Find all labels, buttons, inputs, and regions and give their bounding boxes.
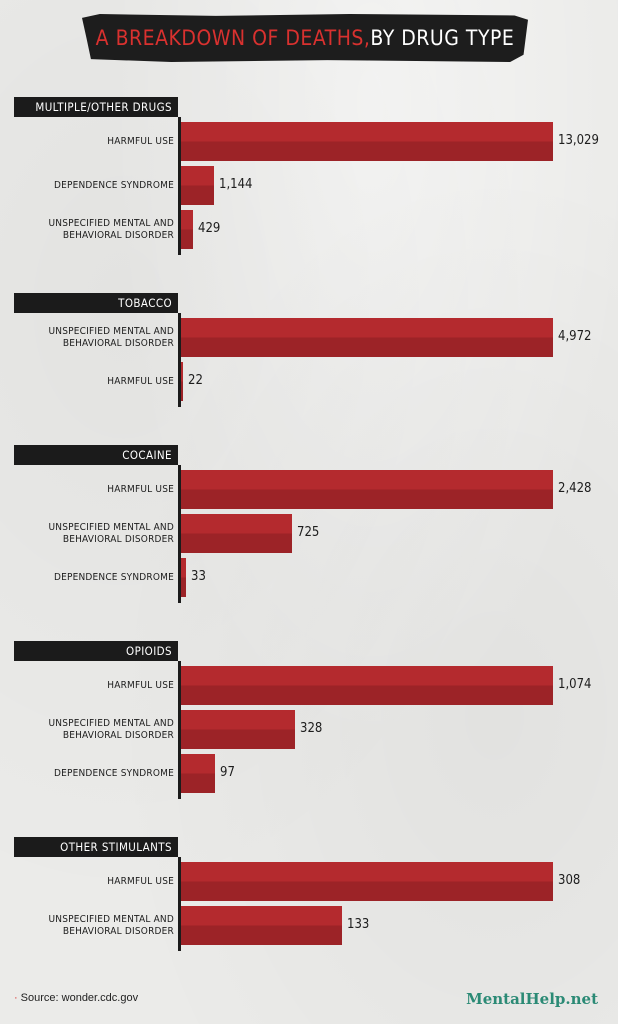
group-1-row-0-label: UNSPECIFIED MENTAL AND BEHAVIORAL DISORD… bbox=[48, 326, 174, 349]
group-0-axis-line bbox=[178, 117, 181, 255]
chart-title-highlight: A BREAKDOWN OF DEATHS, bbox=[95, 26, 371, 50]
group-3-axis-line bbox=[178, 661, 181, 799]
source-note: · Source: wonder.cdc.gov bbox=[14, 992, 138, 1004]
group-0-row-0-bar bbox=[181, 122, 553, 161]
group-0-header: MULTIPLE/OTHER DRUGS bbox=[14, 97, 178, 117]
source-text: Source: wonder.cdc.gov bbox=[20, 992, 139, 1004]
group-2-row-1-bar bbox=[181, 514, 292, 553]
group-3-header: OPIOIDS bbox=[14, 641, 178, 661]
group-4-row-0-label: HARMFUL USE bbox=[107, 876, 174, 887]
group-1-row-1-label: HARMFUL USE bbox=[107, 376, 174, 387]
group-2-row-1-label: UNSPECIFIED MENTAL AND BEHAVIORAL DISORD… bbox=[48, 522, 174, 545]
group-1-header: TOBACCO bbox=[14, 293, 178, 313]
group-0-row-0-value-label: 13,029 bbox=[558, 133, 599, 148]
group-3-row-2-value-label: 97 bbox=[220, 765, 235, 780]
group-3-row-1-label: UNSPECIFIED MENTAL AND BEHAVIORAL DISORD… bbox=[48, 718, 174, 741]
chart-title-banner: A BREAKDOWN OF DEATHS, BY DRUG TYPE bbox=[82, 14, 528, 62]
group-0-row-1-bar bbox=[181, 166, 214, 205]
group-0-row-2-bar bbox=[181, 210, 193, 249]
group-2-row-2-bar bbox=[181, 558, 186, 597]
group-3-row-0-bar bbox=[181, 666, 553, 705]
group-2-row-2-value-label: 33 bbox=[191, 569, 206, 584]
group-1-row-1-value-label: 22 bbox=[188, 373, 203, 388]
group-0-row-0-label: HARMFUL USE bbox=[107, 136, 174, 147]
group-3-row-0-label: HARMFUL USE bbox=[107, 680, 174, 691]
group-0-row-1-value-label: 1,144 bbox=[219, 177, 253, 192]
group-0-row-2-label: UNSPECIFIED MENTAL AND BEHAVIORAL DISORD… bbox=[48, 218, 174, 241]
group-3-row-0-value-label: 1,074 bbox=[558, 677, 592, 692]
chart-title-rest: BY DRUG TYPE bbox=[370, 26, 515, 50]
group-2-row-2-label: DEPENDENCE SYNDROME bbox=[53, 572, 174, 583]
group-2-header: COCAINE bbox=[14, 445, 178, 465]
group-1-row-0-value-label: 4,972 bbox=[558, 329, 592, 344]
group-4-row-1-label: UNSPECIFIED MENTAL AND BEHAVIORAL DISORD… bbox=[48, 914, 174, 937]
group-4-row-0-bar bbox=[181, 862, 553, 901]
group-4-header: OTHER STIMULANTS bbox=[14, 837, 178, 857]
group-2-row-0-value-label: 2,428 bbox=[558, 481, 592, 496]
group-2-axis-line bbox=[178, 465, 181, 603]
group-2-row-1-value-label: 725 bbox=[297, 525, 320, 540]
group-3-row-2-bar bbox=[181, 754, 215, 793]
group-4-row-1-value-label: 133 bbox=[347, 917, 370, 932]
group-4-row-0-value-label: 308 bbox=[558, 873, 581, 888]
group-1-axis-line bbox=[178, 313, 181, 407]
group-2-row-0-bar bbox=[181, 470, 553, 509]
group-3-row-2-label: DEPENDENCE SYNDROME bbox=[53, 768, 174, 779]
group-4-row-1-bar bbox=[181, 906, 342, 945]
group-3-row-1-value-label: 328 bbox=[300, 721, 323, 736]
group-1-row-1-bar bbox=[181, 362, 183, 401]
group-0-row-2-value-label: 429 bbox=[198, 221, 221, 236]
group-3-row-1-bar bbox=[181, 710, 295, 749]
brand-logo: MentalHelp.net bbox=[466, 990, 598, 1008]
group-4-axis-line bbox=[178, 857, 181, 951]
group-2-row-0-label: HARMFUL USE bbox=[107, 484, 174, 495]
source-bullet-icon: · bbox=[14, 992, 18, 1004]
group-0-row-1-label: DEPENDENCE SYNDROME bbox=[53, 180, 174, 191]
group-1-row-0-bar bbox=[181, 318, 553, 357]
